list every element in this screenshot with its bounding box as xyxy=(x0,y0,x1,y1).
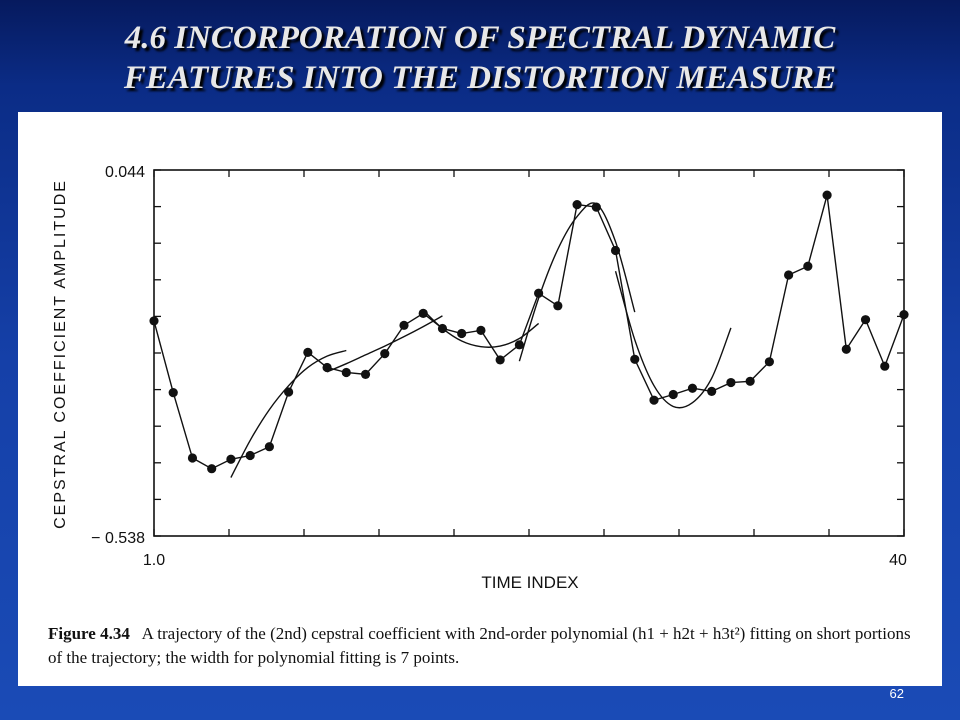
data-point xyxy=(149,316,159,326)
data-point xyxy=(534,288,544,298)
data-point xyxy=(399,320,409,330)
trajectory-line xyxy=(153,194,905,470)
data-point xyxy=(899,310,909,320)
fitted-curve-4 xyxy=(518,202,636,362)
data-point xyxy=(726,377,736,388)
data-point xyxy=(187,453,198,463)
data-point xyxy=(457,328,467,339)
data-point xyxy=(860,315,871,325)
data-point xyxy=(841,344,851,354)
slide-title-line-1: 4.6 INCORPORATION OF SPECTRAL DYNAMIC xyxy=(124,20,836,56)
data-point xyxy=(207,464,217,474)
data-point xyxy=(707,386,717,396)
data-point xyxy=(264,442,274,452)
data-point xyxy=(495,355,505,365)
data-point xyxy=(745,376,755,386)
data-point xyxy=(303,347,313,357)
fitted-curve-5 xyxy=(614,271,732,409)
x-tick-label-left: 1.0 xyxy=(143,552,165,569)
slide-title-line-2: FEATURES INTO THE DISTORTION MEASURE xyxy=(123,60,837,96)
data-point xyxy=(880,361,890,371)
data-point xyxy=(284,387,294,397)
data-point xyxy=(784,270,794,280)
slide-title: 4.6 INCORPORATION OF SPECTRAL DYNAMIC FE… xyxy=(0,18,960,98)
slide-number: 62 xyxy=(889,686,904,701)
data-point xyxy=(476,325,486,335)
data-point xyxy=(380,349,390,359)
data-point xyxy=(822,190,832,200)
figure-label: Figure 4.34 xyxy=(48,624,130,643)
plot-frame xyxy=(153,169,905,537)
data-point xyxy=(630,354,640,364)
chart-ticks xyxy=(153,169,905,537)
x-axis-label: TIME INDEX xyxy=(481,573,578,592)
chart-axes xyxy=(153,169,905,537)
y-tick-label-bottom: − 0.538 xyxy=(91,530,145,547)
data-point xyxy=(341,367,351,378)
data-point xyxy=(168,388,178,398)
data-point xyxy=(514,340,524,350)
data-point xyxy=(245,450,255,461)
fitted-curve-2 xyxy=(326,315,443,373)
y-axis-label: CEPSTRAL COEFFICIENT AMPLITUDE xyxy=(52,179,69,529)
figure-caption: Figure 4.34 A trajectory of the (2nd) ce… xyxy=(48,622,928,670)
y-tick-label-top: 0.044 xyxy=(105,164,145,181)
data-point xyxy=(553,301,563,311)
fitted-curves xyxy=(230,202,732,478)
data-point xyxy=(764,357,774,367)
x-tick-label-right: 40 xyxy=(889,552,907,569)
data-point xyxy=(322,362,332,373)
data-point xyxy=(360,369,371,379)
data-point xyxy=(668,389,678,400)
chart-labels: CEPSTRAL COEFFICIENT AMPLITUDE TIME INDE… xyxy=(52,164,907,592)
data-point xyxy=(226,454,236,464)
data-point xyxy=(591,202,601,212)
fitted-curve-1 xyxy=(230,349,347,478)
figure-panel: CEPSTRAL COEFFICIENT AMPLITUDE TIME INDE… xyxy=(18,112,942,686)
data-point xyxy=(437,323,448,334)
data-point xyxy=(418,308,428,318)
data-point xyxy=(649,395,659,405)
data-point xyxy=(687,383,698,393)
data-point xyxy=(803,261,813,271)
figure-caption-text: A trajectory of the (2nd) cepstral coeff… xyxy=(48,624,911,667)
cepstral-trajectory-chart: CEPSTRAL COEFFICIENT AMPLITUDE TIME INDE… xyxy=(52,164,909,592)
data-series xyxy=(149,190,909,474)
data-point xyxy=(610,245,621,256)
data-point xyxy=(572,199,582,210)
